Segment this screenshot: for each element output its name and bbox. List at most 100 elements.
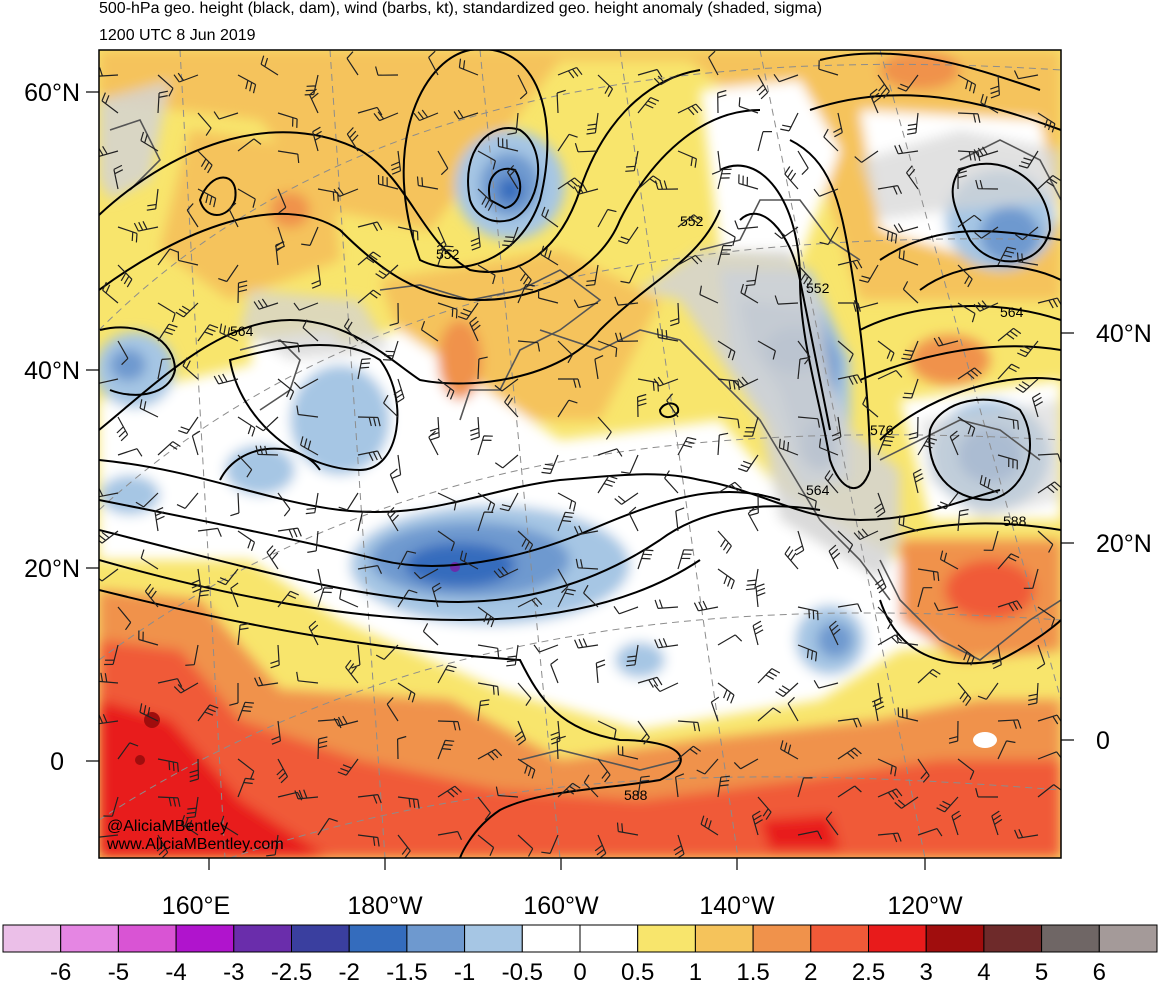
wind-barb bbox=[957, 214, 982, 228]
wind-barb bbox=[740, 283, 759, 304]
wind-barb bbox=[178, 416, 199, 435]
wind-barb bbox=[550, 720, 561, 745]
wind-barb bbox=[1013, 70, 1039, 80]
wind-barb bbox=[397, 589, 418, 608]
wind-barb bbox=[301, 226, 319, 246]
colorbar-swatch bbox=[406, 924, 466, 953]
wind-barb bbox=[594, 355, 604, 380]
colorbar-label: 2 bbox=[804, 959, 817, 981]
wind-barb bbox=[517, 74, 528, 100]
wind-barb bbox=[757, 668, 781, 684]
wind-barb bbox=[757, 707, 781, 722]
wind-barb bbox=[1018, 150, 1039, 169]
wind-barb bbox=[237, 623, 250, 646]
wind-barb bbox=[277, 150, 300, 164]
wind-barb bbox=[837, 717, 862, 728]
wind-barb bbox=[477, 150, 496, 170]
wind-barb bbox=[957, 758, 975, 780]
colorbar-label: -2 bbox=[339, 959, 360, 981]
wind-barb bbox=[614, 492, 639, 505]
wind-barb bbox=[774, 295, 799, 305]
colorbar-label: 0 bbox=[573, 959, 586, 981]
wind-barb bbox=[357, 794, 382, 804]
wind-barb bbox=[186, 796, 199, 819]
wind-barb bbox=[557, 492, 577, 512]
wind-barb bbox=[397, 834, 411, 858]
colorbar-label: 4 bbox=[977, 959, 990, 981]
wind-barb bbox=[877, 634, 903, 646]
contour-labels: 552 564 552 552 564 576 564 588 588 bbox=[230, 213, 1027, 803]
wind-barb bbox=[917, 668, 941, 684]
wind-barb bbox=[413, 109, 439, 122]
wind-barb bbox=[413, 568, 439, 580]
colorbar-swatch bbox=[637, 924, 696, 953]
wind-barb bbox=[116, 416, 129, 442]
wind-barb bbox=[477, 435, 493, 456]
wind-barb bbox=[906, 112, 919, 135]
wind-barb bbox=[117, 742, 139, 760]
wind-barb bbox=[957, 644, 975, 666]
lon-label-180w: 180°W bbox=[347, 892, 423, 920]
wind-barb bbox=[469, 316, 481, 342]
wind-barb bbox=[197, 704, 219, 722]
wind-barb bbox=[677, 745, 702, 760]
wind-barb bbox=[819, 226, 839, 246]
wind-barb bbox=[197, 150, 213, 174]
wind-barb bbox=[191, 568, 202, 593]
wind-barb bbox=[745, 568, 759, 591]
wind-barb bbox=[305, 492, 319, 515]
wind-barb bbox=[775, 682, 799, 698]
wind-barb bbox=[397, 682, 416, 703]
wind-barb bbox=[597, 208, 617, 228]
wind-barb bbox=[477, 264, 496, 285]
colorbar-labels: -6 -5 -4 -3 -2.5 -2 -1.5 -1 -0.5 0 0.5 1 1.5 2 2.5 3 4 5 6 bbox=[50, 959, 1106, 981]
wind-barb bbox=[656, 328, 679, 342]
wind-barb bbox=[493, 566, 519, 579]
wind-barb bbox=[573, 183, 599, 195]
wind-barb bbox=[616, 822, 639, 836]
height-contours bbox=[99, 50, 1061, 858]
wind-barb bbox=[877, 435, 895, 456]
wind-barb bbox=[997, 600, 1023, 612]
wind-barb bbox=[708, 50, 719, 76]
wind-barb bbox=[357, 834, 380, 847]
wind-barb bbox=[416, 176, 439, 190]
wind-barb bbox=[574, 143, 599, 153]
wind-barb bbox=[140, 549, 159, 570]
wind-barb bbox=[477, 606, 495, 628]
wind-barb bbox=[339, 589, 359, 608]
wind-barb bbox=[437, 492, 457, 511]
wind-barb bbox=[390, 150, 402, 175]
wind-barb bbox=[277, 492, 291, 517]
wind-barb bbox=[102, 281, 119, 304]
wind-barb bbox=[133, 221, 159, 232]
wind-barb bbox=[397, 735, 407, 760]
wind-barb bbox=[113, 164, 124, 190]
wind-barb bbox=[717, 416, 740, 429]
colorbar-swatch bbox=[579, 924, 639, 953]
wind-barb bbox=[557, 133, 578, 152]
wind-barb bbox=[541, 206, 559, 228]
wind-barb bbox=[757, 796, 772, 820]
wind-barb bbox=[504, 394, 519, 418]
wind-barb bbox=[833, 112, 843, 138]
colorbar-swatch bbox=[291, 924, 350, 953]
colorbar-swatch bbox=[752, 924, 812, 953]
wind-barb bbox=[276, 758, 289, 784]
anomaly-shading bbox=[99, 50, 1061, 858]
wind-barb bbox=[877, 369, 903, 380]
wind-barb bbox=[157, 441, 181, 456]
wind-barb bbox=[597, 74, 614, 97]
wind-barb bbox=[877, 185, 903, 195]
wind-barb bbox=[620, 264, 639, 284]
wind-barb bbox=[997, 740, 1016, 760]
wind-barb bbox=[197, 324, 219, 342]
wind-barb bbox=[422, 623, 439, 646]
wind-barb bbox=[99, 378, 119, 384]
wind-barb bbox=[357, 106, 383, 116]
wind-barb bbox=[957, 264, 973, 288]
wind-barb bbox=[177, 251, 199, 266]
wind-barb bbox=[902, 378, 919, 399]
wind-barb bbox=[219, 323, 239, 342]
